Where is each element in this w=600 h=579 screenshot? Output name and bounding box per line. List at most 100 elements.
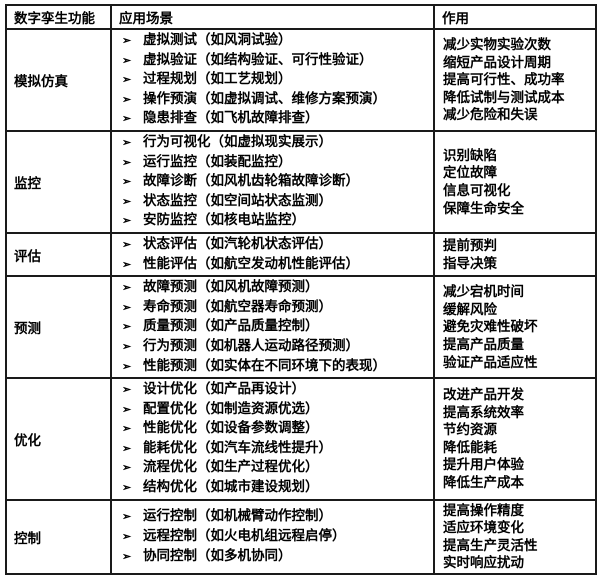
effect-item: 降低生产成本 (443, 475, 524, 491)
col-header-function: 数字孪生功能 (5, 4, 112, 30)
scenario-text: 故障预测（如风机故障预测） (143, 279, 319, 295)
effect-item: 降低试制与测试成本 (443, 89, 565, 105)
scenario-text: 质量预测（如产品质量控制） (143, 318, 319, 334)
arrow-bullet-icon: ➢ (122, 384, 132, 397)
effect-cell: 改进产品开发 提高系统效率 节约资源 降低能耗 提升用户体验 降低生产成本 (433, 377, 597, 501)
scenario-item: ➢ 运行监控（如装配监控） (122, 153, 433, 173)
scenario-item: ➢ 运行控制（如机械臂动作控制） (122, 507, 433, 527)
col-header-scenario: 应用场景 (110, 4, 435, 30)
scenario-item: ➢ 质量预测（如产品质量控制） (122, 317, 433, 337)
scenario-text: 故障诊断（如风机齿轮箱故障诊断） (143, 173, 359, 189)
scenario-text: 性能评估（如航空发动机性能评估） (143, 255, 359, 271)
effect-cell: 减少宕机时间 缓解风险 避免灾难性破坏 提高产品质量 验证产品适应性 (433, 275, 597, 380)
function-cell: 优化 (5, 377, 112, 501)
effect-item: 避免灾难性破坏 (443, 319, 538, 335)
scenario-list: ➢ 状态评估（如汽轮机状态评估） ➢ 性能评估（如航空发动机性能评估） (112, 235, 433, 274)
scenario-item: ➢ 性能优化（如设备参数调整） (122, 419, 433, 439)
scenario-item: ➢ 远程控制（如火电机组远程启停） (122, 527, 433, 547)
effect-cell: 提高操作精度 适应环境变化 提高生产灵活性 实时响应扰动 (433, 498, 597, 576)
scenario-text: 虚拟验证（如结构验证、可行性验证） (143, 51, 373, 67)
arrow-bullet-icon: ➢ (122, 238, 132, 251)
scenario-text: 性能优化（如设备参数调整） (143, 420, 319, 436)
arrow-bullet-icon: ➢ (122, 54, 132, 67)
arrow-bullet-icon: ➢ (122, 403, 132, 416)
arrow-bullet-icon: ➢ (122, 340, 132, 353)
table-row: 控制 ➢ 运行控制（如机械臂动作控制） ➢ 远程控制（如火电机组远程启停） ➢ 协同控制（如… (5, 498, 597, 576)
scenario-list: ➢ 故障预测（如风机故障预测） ➢ 寿命预测（如航空器寿命预测） ➢ 质量预测（如产品质量… (112, 278, 433, 376)
effect-list: 识别缺陷 定位故障 信息可视化 保障生命安全 (435, 147, 595, 217)
scenario-item: ➢ 行为可视化（如虚拟现实展示） (122, 133, 433, 153)
effect-item: 缩短产品设计周期 (443, 54, 551, 70)
scenario-item: ➢ 故障预测（如风机故障预测） (122, 278, 433, 298)
scenario-item: ➢ 安防监控（如核电站监控） (122, 211, 433, 231)
scenario-item: ➢ 性能预测（如实体在不同环境下的表现） (122, 357, 433, 377)
scenario-text: 安防监控（如核电站监控） (143, 212, 305, 228)
scenario-text: 隐患排查（如飞机故障排查） (143, 110, 319, 126)
effect-list: 改进产品开发 提高系统效率 节约资源 降低能耗 提升用户体验 降低生产成本 (435, 386, 595, 492)
arrow-bullet-icon: ➢ (122, 74, 132, 87)
scenario-cell: ➢ 设计优化（如产品再设计） ➢ 配置优化（如制造资源优选） ➢ 性能优化（如设备参数调整… (110, 377, 435, 501)
scenario-text: 运行控制（如机械臂动作控制） (143, 508, 332, 524)
scenario-item: ➢ 状态评估（如汽轮机状态评估） (122, 235, 433, 255)
effect-item: 减少宕机时间 (443, 284, 524, 300)
arrow-bullet-icon: ➢ (122, 215, 132, 228)
table-row: 模拟仿真 ➢ 虚拟测试（如风洞试验） ➢ 虚拟验证（如结构验证、可行性验证） ➢ 过程规划（… (5, 28, 597, 132)
scenario-text: 流程优化（如生产过程优化） (143, 459, 319, 475)
scenario-text: 协同控制（如多机协同） (143, 547, 292, 563)
effect-cell: 识别缺陷 定位故障 信息可视化 保障生命安全 (433, 129, 597, 234)
scenario-text: 能耗优化（如汽车流线性提升） (143, 439, 332, 455)
effect-item: 减少危险和失误 (443, 107, 538, 123)
effect-item: 信息可视化 (443, 182, 511, 198)
effect-item: 改进产品开发 (443, 387, 524, 403)
effect-item: 降低能耗 (443, 439, 497, 455)
arrow-bullet-icon: ➢ (122, 550, 132, 563)
col-header-effect: 作用 (433, 4, 597, 30)
arrow-bullet-icon: ➢ (122, 176, 132, 189)
table-row: 评估 ➢ 状态评估（如汽轮机状态评估） ➢ 性能评估（如航空发动机性能评估） 提前预判 指导… (5, 231, 597, 278)
table-row: 优化 ➢ 设计优化（如产品再设计） ➢ 配置优化（如制造资源优选） ➢ 性能优化（如设备参数… (5, 377, 597, 501)
scenario-cell: ➢ 虚拟测试（如风洞试验） ➢ 虚拟验证（如结构验证、可行性验证） ➢ 过程规划（如工艺规… (110, 28, 435, 132)
effect-item: 提前预判 (443, 237, 497, 253)
table-row: 预测 ➢ 故障预测（如风机故障预测） ➢ 寿命预测（如航空器寿命预测） ➢ 质量预测（如产品… (5, 275, 597, 380)
scenario-cell: ➢ 故障预测（如风机故障预测） ➢ 寿命预测（如航空器寿命预测） ➢ 质量预测（如产品质量… (110, 275, 435, 380)
scenario-item: ➢ 设计优化（如产品再设计） (122, 380, 433, 400)
effect-item: 减少实物实验次数 (443, 37, 551, 52)
scenario-text: 设计优化（如产品再设计） (143, 381, 305, 397)
arrow-bullet-icon: ➢ (122, 360, 132, 373)
scenario-list: ➢ 虚拟测试（如风洞试验） ➢ 虚拟验证（如结构验证、可行性验证） ➢ 过程规划（如工艺规… (112, 31, 433, 129)
scenario-cell: ➢ 状态评估（如汽轮机状态评估） ➢ 性能评估（如航空发动机性能评估） (110, 231, 435, 278)
scenario-text: 过程规划（如工艺规划） (143, 71, 292, 87)
function-cell: 控制 (5, 498, 112, 576)
table-body: 模拟仿真 ➢ 虚拟测试（如风洞试验） ➢ 虚拟验证（如结构验证、可行性验证） ➢ 过程规划（… (5, 28, 597, 576)
arrow-bullet-icon: ➢ (122, 156, 132, 169)
effect-list: 提前预判 指导决策 (435, 237, 595, 272)
effect-item: 适应环境变化 (443, 520, 524, 536)
scenario-item: ➢ 状态监控（如空间站状态监测） (122, 192, 433, 212)
arrow-bullet-icon: ➢ (122, 301, 132, 314)
effect-item: 提高产品质量 (443, 336, 524, 352)
arrow-bullet-icon: ➢ (122, 511, 132, 524)
scenario-item: ➢ 故障诊断（如风机齿轮箱故障诊断） (122, 172, 433, 192)
effect-list: 减少实物实验次数 缩短产品设计周期 提高可行性、成功率 降低试制与测试成本 减少危险和失… (435, 36, 595, 124)
function-cell: 预测 (5, 275, 112, 380)
scenario-text: 状态评估（如汽轮机状态评估） (143, 235, 332, 251)
scenario-item: ➢ 寿命预测（如航空器寿命预测） (122, 298, 433, 318)
scenario-item: ➢ 隐患排查（如飞机故障排查） (122, 109, 433, 129)
arrow-bullet-icon: ➢ (122, 282, 132, 295)
scenario-text: 行为预测（如机器人运动路径预测） (143, 337, 359, 353)
arrow-bullet-icon: ➢ (122, 482, 132, 495)
function-cell: 模拟仿真 (5, 28, 112, 132)
effect-item: 节约资源 (443, 422, 497, 438)
arrow-bullet-icon: ➢ (122, 195, 132, 208)
scenario-text: 配置优化（如制造资源优选） (143, 400, 319, 416)
scenario-item: ➢ 流程优化（如生产过程优化） (122, 458, 433, 478)
arrow-bullet-icon: ➢ (122, 136, 132, 149)
scenario-text: 运行监控（如装配监控） (143, 153, 292, 169)
scenario-list: ➢ 设计优化（如产品再设计） ➢ 配置优化（如制造资源优选） ➢ 性能优化（如设备参数调整… (112, 380, 433, 498)
effect-item: 验证产品适应性 (443, 354, 538, 370)
arrow-bullet-icon: ➢ (122, 258, 132, 271)
scenario-item: ➢ 协同控制（如多机协同） (122, 547, 433, 567)
arrow-bullet-icon: ➢ (122, 462, 132, 475)
arrow-bullet-icon: ➢ (122, 93, 132, 106)
